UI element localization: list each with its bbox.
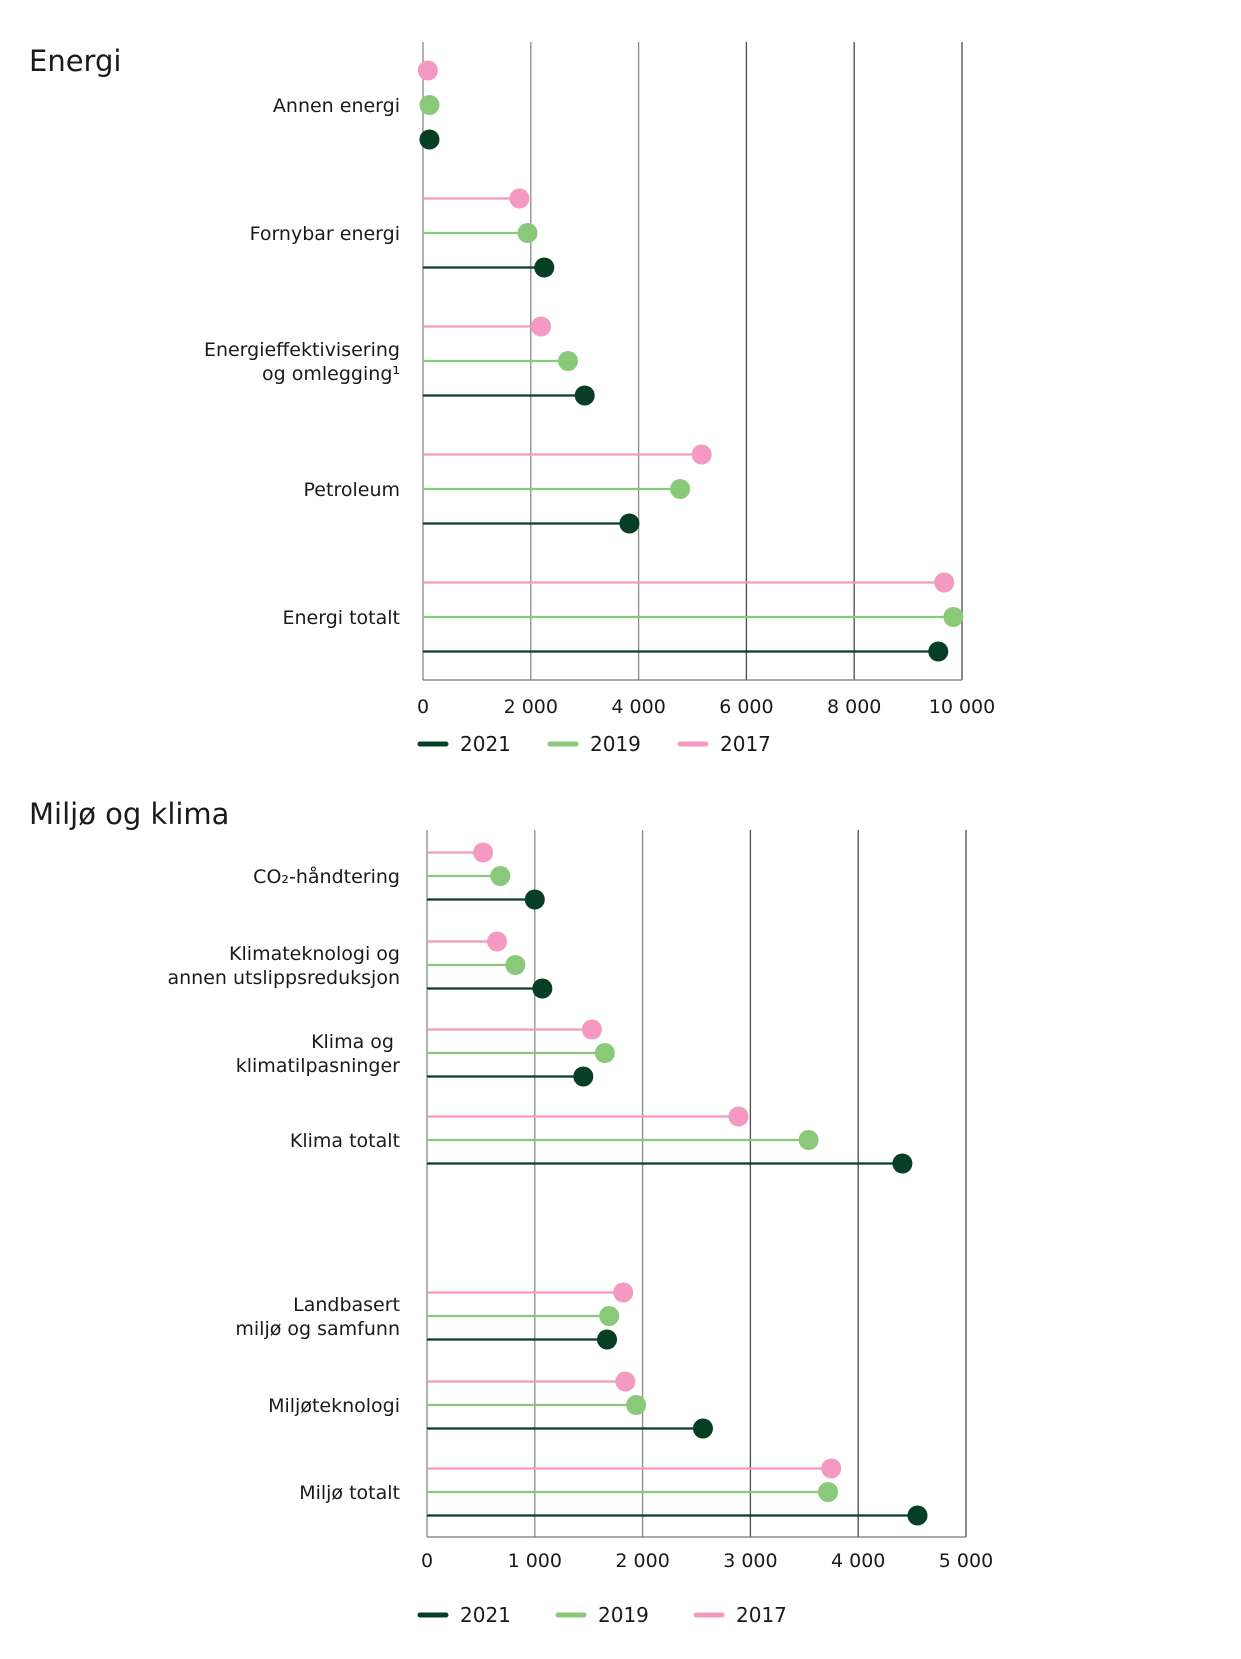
category-label: Klima totalt	[290, 1130, 400, 1152]
chart-title-miljo-og-klima: Miljø og klima	[29, 797, 230, 831]
dot-2021	[619, 513, 640, 534]
category-label-line: Energieffektivisering	[204, 339, 400, 361]
legend-label-2021: 2021	[460, 732, 511, 756]
category-label: CO₂-håndtering	[253, 865, 400, 888]
category-label-line: Klimateknologi og	[229, 943, 400, 965]
dot-2021	[532, 978, 553, 999]
chart-energi: 0 2 000 4 000 6 000 8 000 10 000 Annen energi F…	[204, 42, 995, 756]
category-label: Miljøteknologi	[268, 1395, 400, 1417]
category-label-line: miljø og samfunn	[235, 1318, 400, 1340]
dot-2019	[594, 1043, 615, 1063]
dot-2017	[691, 444, 712, 465]
dot-2019	[419, 95, 440, 115]
dot-2019	[798, 1130, 819, 1150]
category-label: Energi totalt	[283, 607, 401, 629]
category-label: Miljø totalt	[299, 1482, 400, 1504]
dot-2017	[934, 572, 955, 593]
category-label-line: Landbasert	[293, 1294, 400, 1316]
dot-2021	[692, 1418, 713, 1439]
category-label-line: Miljøteknologi	[268, 1395, 400, 1417]
category-label-line: CO₂-håndtering	[253, 865, 400, 888]
legend-label-2017: 2017	[736, 1603, 787, 1627]
legend-label-2017: 2017	[720, 732, 771, 756]
dot-2017	[615, 1371, 636, 1392]
dot-2017	[417, 60, 438, 81]
category-label-line: Miljø totalt	[299, 1482, 400, 1504]
legend-label-2019: 2019	[598, 1603, 649, 1627]
dot-2017	[581, 1019, 602, 1040]
dot-2019	[943, 607, 964, 627]
category-label-line: Energi totalt	[283, 607, 401, 629]
dot-2021	[524, 889, 545, 910]
dot-2021	[907, 1505, 928, 1526]
category-label: Energieffektivisering og omlegging¹	[204, 339, 400, 385]
x-tick-label: 6 000	[719, 696, 773, 718]
x-tick-label: 0	[417, 696, 429, 718]
dot-2019	[818, 1482, 839, 1502]
dot-2017	[509, 188, 530, 209]
category-label-line: klimatilpasninger	[236, 1055, 400, 1077]
category-label-line: og omlegging¹	[262, 363, 400, 385]
dot-2021	[534, 257, 555, 278]
x-tick-label: 4 000	[831, 1550, 885, 1572]
dot-2021	[419, 129, 440, 150]
dot-2021	[597, 1329, 618, 1350]
dot-2017	[531, 316, 552, 337]
dot-2017	[473, 842, 494, 863]
category-label-line: annen utslippsreduksjon	[168, 967, 401, 989]
dot-2021	[928, 641, 949, 662]
category-label: Petroleum	[304, 479, 400, 501]
chart-miljo-og-klima: 0 1 000 2 000 3 000 4 000 5 000 CO₂-håndtering…	[168, 830, 993, 1627]
dot-2017	[821, 1458, 842, 1479]
dot-2021	[892, 1153, 913, 1174]
x-tick-label: 0	[421, 1550, 433, 1572]
category-label: Annen energi	[273, 95, 400, 117]
category-label-line: Klima og	[311, 1031, 400, 1053]
category-label-line: Annen energi	[273, 95, 400, 117]
x-tick-label: 8 000	[827, 696, 881, 718]
category-label: Klimateknologi og annen utslippsreduksjon	[168, 943, 401, 989]
x-tick-label: 3 000	[723, 1550, 777, 1572]
category-label-line: Fornybar energi	[250, 223, 400, 245]
category-label-line: Petroleum	[304, 479, 400, 501]
dot-2019	[557, 351, 578, 371]
dot-2017	[613, 1282, 634, 1303]
dot-2021	[573, 1066, 594, 1087]
category-label: Fornybar energi	[250, 223, 400, 245]
x-tick-label: 2 000	[504, 696, 558, 718]
dot-2019	[490, 866, 511, 886]
dot-2017	[487, 931, 508, 952]
x-tick-label: 1 000	[508, 1550, 562, 1572]
chart-title-energi: Energi	[29, 44, 122, 78]
dot-2019	[626, 1395, 647, 1415]
x-tick-label: 4 000	[611, 696, 665, 718]
x-tick-label: 2 000	[615, 1550, 669, 1572]
dot-2019	[517, 223, 538, 243]
x-tick-label: 5 000	[939, 1550, 993, 1572]
dot-2019	[505, 955, 526, 975]
legend-label-2021: 2021	[460, 1603, 511, 1627]
dot-2019	[670, 479, 691, 499]
dot-2021	[574, 385, 595, 406]
dot-2017	[728, 1106, 749, 1127]
legend-label-2019: 2019	[590, 732, 641, 756]
category-label: Klima og klimatilpasninger	[236, 1031, 400, 1077]
x-tick-label: 10 000	[929, 696, 995, 718]
dot-2019	[599, 1306, 620, 1326]
category-label-line: Klima totalt	[290, 1130, 400, 1152]
category-label: Landbasert miljø og samfunn	[235, 1294, 400, 1340]
